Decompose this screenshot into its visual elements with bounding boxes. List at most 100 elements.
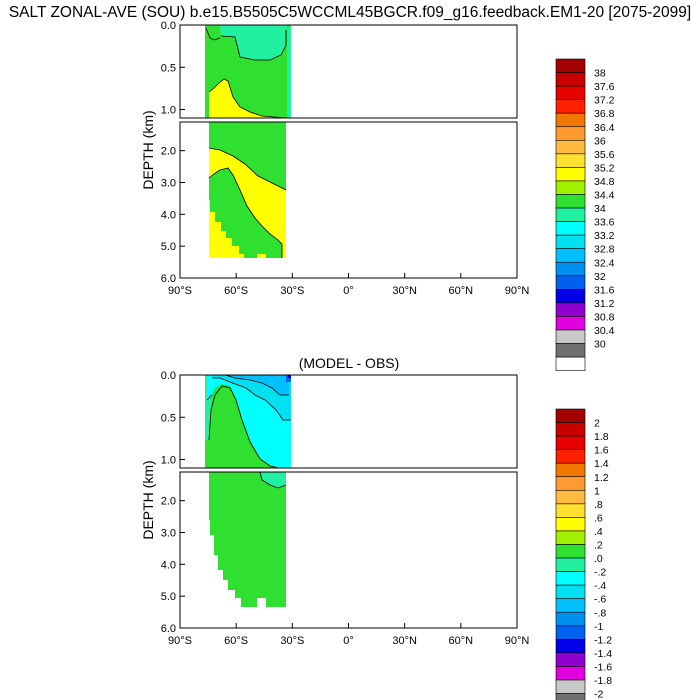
- colorbar-swatch: [555, 72, 586, 87]
- colorbar-label: 31.2: [594, 298, 615, 310]
- colorbar-swatch: [555, 408, 586, 423]
- colorbar-label: 30.4: [594, 325, 615, 337]
- p2-bottom-green: [209, 472, 286, 607]
- colorbar-label: 30: [594, 339, 606, 351]
- colorbar-swatch: [555, 584, 586, 600]
- colorbar-label: 34.4: [594, 190, 615, 202]
- x-tick-label: 90°N: [505, 285, 530, 297]
- colorbar-swatch: [555, 544, 586, 559]
- panel-2-top-frame: [179, 374, 518, 469]
- x-tick-label: 30°N: [392, 285, 417, 297]
- panel-2-y-ticks: 0.0 0.5 1.0 2.0 3.0 4.0 5.0 6.0: [161, 370, 185, 635]
- y-tick-label: 3.0: [161, 527, 176, 539]
- colorbar-label: .2: [594, 540, 603, 552]
- panel-2-top-contours: [206, 374, 291, 469]
- panel-2-bottom-contours: [259, 471, 287, 489]
- y-tick-label: 4.0: [161, 209, 176, 221]
- colorbar-label: 1.2: [594, 472, 609, 484]
- y-tick-label: 1.0: [161, 105, 176, 117]
- y-tick-label: 6.0: [161, 623, 176, 635]
- y-tick-label: 5.0: [161, 241, 176, 253]
- colorbar-label: -1: [594, 621, 603, 633]
- colorbar-label: 36.4: [594, 122, 615, 134]
- colorbar-label: -1.6: [594, 661, 612, 673]
- y-tick-label: 0.5: [161, 412, 176, 424]
- y-tick-label: 3.0: [161, 177, 176, 189]
- x-tick-label: 90°S: [168, 635, 192, 647]
- colorbar-label: 36.8: [594, 108, 615, 120]
- colorbar-swatch: [555, 666, 586, 681]
- colorbar-label: -.4: [594, 580, 606, 592]
- colorbar-label: 38: [594, 68, 606, 80]
- colorbar-label: 32.4: [594, 257, 615, 269]
- colorbar-label: 1.6: [594, 445, 609, 457]
- y-tick-label: 0.0: [161, 20, 176, 32]
- colorbar-label: 33.2: [594, 230, 615, 242]
- colorbar-swatch: [555, 58, 586, 73]
- colorbar-swatch: [555, 234, 586, 249]
- colorbar-label: 34: [594, 203, 606, 215]
- panel-1-bottom-mask: [181, 258, 516, 278]
- colorbar-swatch: [555, 489, 586, 505]
- colorbar-swatch: [555, 85, 586, 100]
- colorbar-label: -1.4: [594, 648, 612, 660]
- y-tick-label: 2.0: [161, 496, 176, 508]
- colorbar-swatch: [555, 462, 586, 478]
- colorbar-label: -.2: [594, 567, 606, 579]
- figure-title: SALT ZONAL-AVE (SOU) b.e15.B5505C5WCCML4…: [9, 4, 691, 21]
- colorbar-label: 37.2: [594, 95, 615, 107]
- colorbar-label: 32: [594, 271, 606, 283]
- colorbar-swatch: [555, 316, 586, 331]
- y-tick-label: 1.0: [161, 455, 176, 467]
- colorbar-swatch: [555, 530, 586, 545]
- colorbar-swatch: [555, 343, 586, 358]
- colorbar-swatch: [555, 140, 586, 155]
- colorbar-swatch: [555, 329, 586, 344]
- colorbar-label: .4: [594, 526, 603, 538]
- colorbar-swatch: [555, 180, 586, 195]
- colorbar-swatch: [555, 99, 586, 114]
- colorbar-swatch: [555, 652, 586, 667]
- colorbar-swatch: [555, 625, 586, 640]
- x-tick-label: 90°S: [168, 285, 192, 297]
- panel-2-colorbar: 21.81.61.41.21.8.6.4.2.0-.2-.4-.6-.8-1-1…: [555, 408, 612, 700]
- y-tick-label: 0.0: [161, 370, 176, 382]
- p1-fill-cyan-right: [220, 25, 286, 60]
- colorbar-swatch: [555, 126, 586, 141]
- colorbar-swatch: [555, 112, 586, 128]
- colorbar-swatch: [555, 422, 586, 437]
- p2-fill-blue: [225, 375, 289, 395]
- colorbar-swatch: [555, 598, 586, 613]
- colorbar-label: -.6: [594, 594, 606, 606]
- x-tick-label: 0°: [343, 285, 354, 297]
- x-tick-label: 60°S: [224, 635, 248, 647]
- colorbar-label: .0: [594, 553, 603, 565]
- colorbar-swatch: [555, 679, 586, 694]
- y-tick-label: 0.5: [161, 62, 176, 74]
- colorbar-swatch: [555, 194, 586, 209]
- x-tick-label: 60°S: [224, 285, 248, 297]
- panel-2-x-ticks: 90°S 60°S 30°S 0° 30°N 60°N 90°N: [168, 623, 529, 647]
- colorbar-label: -2: [594, 689, 603, 700]
- colorbar-swatch: [555, 571, 586, 586]
- colorbar-swatch: [555, 221, 586, 236]
- colorbar-swatch: [555, 302, 586, 317]
- y-tick-label: 5.0: [161, 591, 176, 603]
- colorbar-label: 1: [594, 485, 600, 497]
- x-tick-label: 0°: [343, 635, 354, 647]
- colorbar-label: -.8: [594, 607, 606, 619]
- colorbar-swatch: [555, 435, 586, 450]
- x-tick-label: 60°N: [449, 285, 474, 297]
- colorbar-swatch: [555, 275, 586, 290]
- p1-bottom-green-top: [209, 122, 286, 190]
- colorbar-label: 33.6: [594, 217, 615, 229]
- colorbar-label: 1.4: [594, 458, 609, 470]
- panel-1-ylabel: DEPTH (km): [140, 110, 156, 189]
- colorbar-swatch: [555, 261, 586, 277]
- colorbar-label: 32.8: [594, 244, 615, 256]
- colorbar-label: 34.8: [594, 176, 615, 188]
- panel-1-bottom-contours: [208, 147, 287, 258]
- y-tick-label: 6.0: [161, 273, 176, 285]
